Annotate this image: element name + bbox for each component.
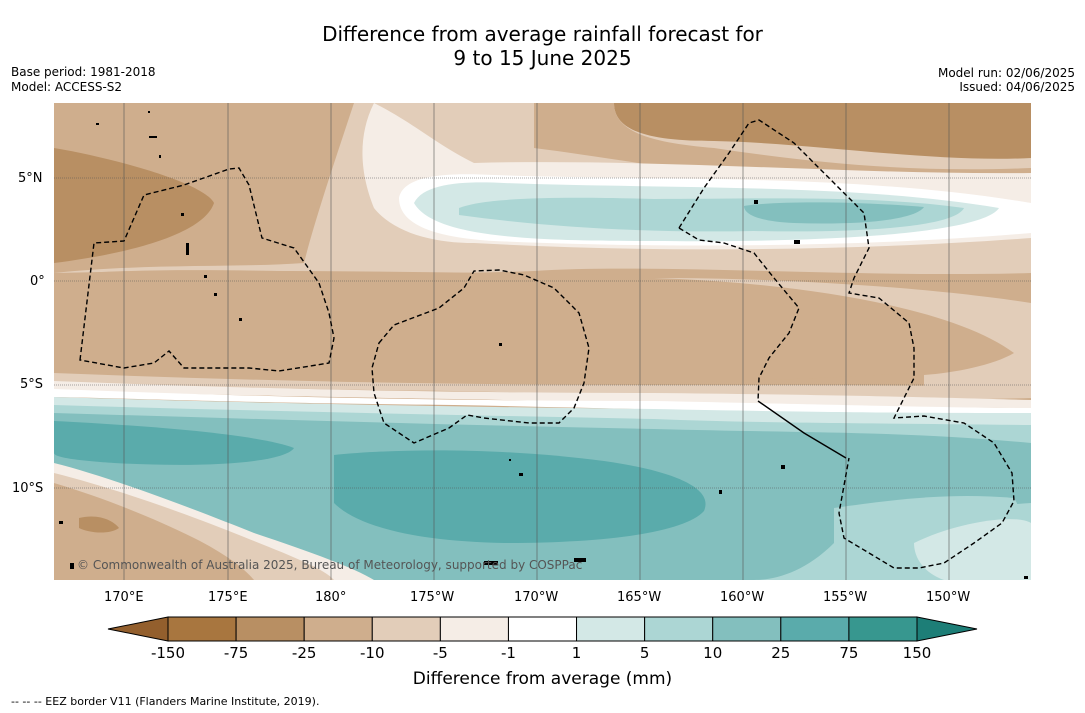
lat-tick-5s: 5°S bbox=[20, 377, 44, 392]
colorbar-tick-label: 25 bbox=[771, 644, 791, 662]
copyright-notice: © Commonwealth of Australia 2025, Bureau… bbox=[77, 558, 583, 572]
colorbar-tick-label: -75 bbox=[223, 644, 249, 662]
lon-tick-175w: 175°W bbox=[410, 590, 455, 605]
colorbar-tick-label: 150 bbox=[902, 644, 932, 662]
colorbar-segment bbox=[848, 616, 918, 642]
island bbox=[59, 521, 63, 524]
island bbox=[499, 343, 502, 346]
patch-dry-southwest bbox=[54, 483, 254, 580]
colorbar-tick-label: -1 bbox=[500, 644, 516, 662]
band-transition-3 bbox=[54, 389, 1031, 415]
colorbar-tick-label: 10 bbox=[703, 644, 723, 662]
colorbar-segments bbox=[167, 616, 918, 642]
band-dry-light-middle bbox=[654, 278, 1031, 388]
colorbar bbox=[107, 616, 978, 642]
model-run-text: Model run: 02/06/2025 bbox=[937, 66, 1075, 80]
island bbox=[1024, 576, 1028, 579]
island bbox=[96, 123, 99, 125]
colorbar-segment bbox=[644, 616, 714, 642]
lon-tick-170e: 170°E bbox=[104, 590, 144, 605]
lon-tick-160w: 160°W bbox=[720, 590, 765, 605]
island bbox=[214, 293, 217, 296]
colorbar-segment bbox=[235, 616, 305, 642]
model-text: Model: ACCESS-S2 bbox=[11, 80, 123, 94]
eez-border-east-inner bbox=[678, 227, 800, 402]
patch-dry-west bbox=[54, 148, 214, 263]
island bbox=[509, 459, 511, 461]
eez-border-solid bbox=[757, 400, 847, 459]
lon-tick-170w: 170°W bbox=[514, 590, 559, 605]
eez-border-west bbox=[79, 167, 335, 372]
colorbar-segment bbox=[712, 616, 782, 642]
band-dry-middle bbox=[54, 270, 1031, 384]
lon-tick-150w: 150°W bbox=[926, 590, 971, 605]
colorbar-segment bbox=[576, 616, 646, 642]
patch-wet-southwest bbox=[54, 421, 294, 465]
patch-wet-south-center bbox=[334, 450, 706, 543]
colorbar-under-arrow bbox=[107, 616, 169, 642]
island bbox=[204, 275, 207, 278]
island bbox=[149, 136, 157, 138]
island bbox=[186, 243, 189, 255]
colorbar-tick-label: -10 bbox=[360, 644, 385, 662]
colorbar-tick-label: -5 bbox=[432, 644, 448, 662]
lon-tick-175e: 175°E bbox=[208, 590, 248, 605]
colorbar-segment bbox=[371, 616, 441, 642]
eez-border-east bbox=[678, 119, 1015, 569]
islands bbox=[59, 111, 1028, 579]
patch-wet-light-southeast bbox=[914, 519, 1031, 580]
island bbox=[484, 561, 498, 565]
base-period-text: Base period: 1981-2018 bbox=[11, 65, 156, 79]
island bbox=[159, 155, 161, 158]
island bbox=[239, 318, 242, 321]
colorbar-segment bbox=[780, 616, 850, 642]
map-title-line1: Difference from average rainfall forecas… bbox=[322, 22, 763, 46]
colorbar-tick-label: 1 bbox=[571, 644, 582, 662]
eez-legend-note: -- -- -- EEZ border V11 (Flanders Marine… bbox=[11, 695, 320, 708]
island bbox=[754, 200, 758, 204]
lon-tick-165w: 165°W bbox=[617, 590, 662, 605]
colorbar-title: Difference from average (mm) bbox=[412, 669, 673, 689]
colorbar-segment bbox=[507, 616, 578, 642]
patch-dry-northeast bbox=[614, 103, 1031, 159]
graticule bbox=[54, 103, 1031, 580]
colorbar-tick-label: -25 bbox=[291, 644, 317, 662]
lon-tick-155w: 155°W bbox=[823, 590, 868, 605]
island bbox=[574, 558, 586, 562]
issued-text: Issued: 04/06/2025 bbox=[959, 80, 1075, 94]
lat-tick-5n: 5°N bbox=[18, 171, 43, 186]
island bbox=[781, 465, 785, 469]
lon-tick-180: 180° bbox=[315, 590, 347, 605]
island bbox=[148, 111, 150, 113]
colorbar-tick-label: 75 bbox=[839, 644, 859, 662]
colorbar-segment bbox=[439, 616, 509, 642]
island bbox=[519, 473, 523, 476]
rainfall-map bbox=[54, 103, 1031, 580]
patch-wet-north bbox=[744, 202, 924, 224]
colorbar-segment bbox=[167, 616, 237, 642]
colorbar-tick-label: 5 bbox=[639, 644, 650, 662]
colorbar-tick-label: -150 bbox=[150, 644, 186, 662]
map-title-line2: 9 to 15 June 2025 bbox=[453, 46, 632, 70]
band-transition-1 bbox=[54, 373, 1031, 400]
lat-tick-10s: 10°S bbox=[12, 481, 44, 496]
patch-dry-small-southwest bbox=[79, 516, 119, 533]
band-transition-2 bbox=[54, 381, 1031, 408]
island bbox=[794, 240, 800, 244]
colorbar-segment bbox=[303, 616, 373, 642]
island bbox=[719, 490, 722, 494]
colorbar-over-arrow bbox=[916, 616, 978, 642]
island bbox=[70, 563, 74, 569]
lat-tick-0: 0° bbox=[30, 274, 45, 289]
island bbox=[181, 213, 184, 216]
eez-borders bbox=[79, 119, 1015, 569]
eez-border-center bbox=[371, 269, 590, 444]
